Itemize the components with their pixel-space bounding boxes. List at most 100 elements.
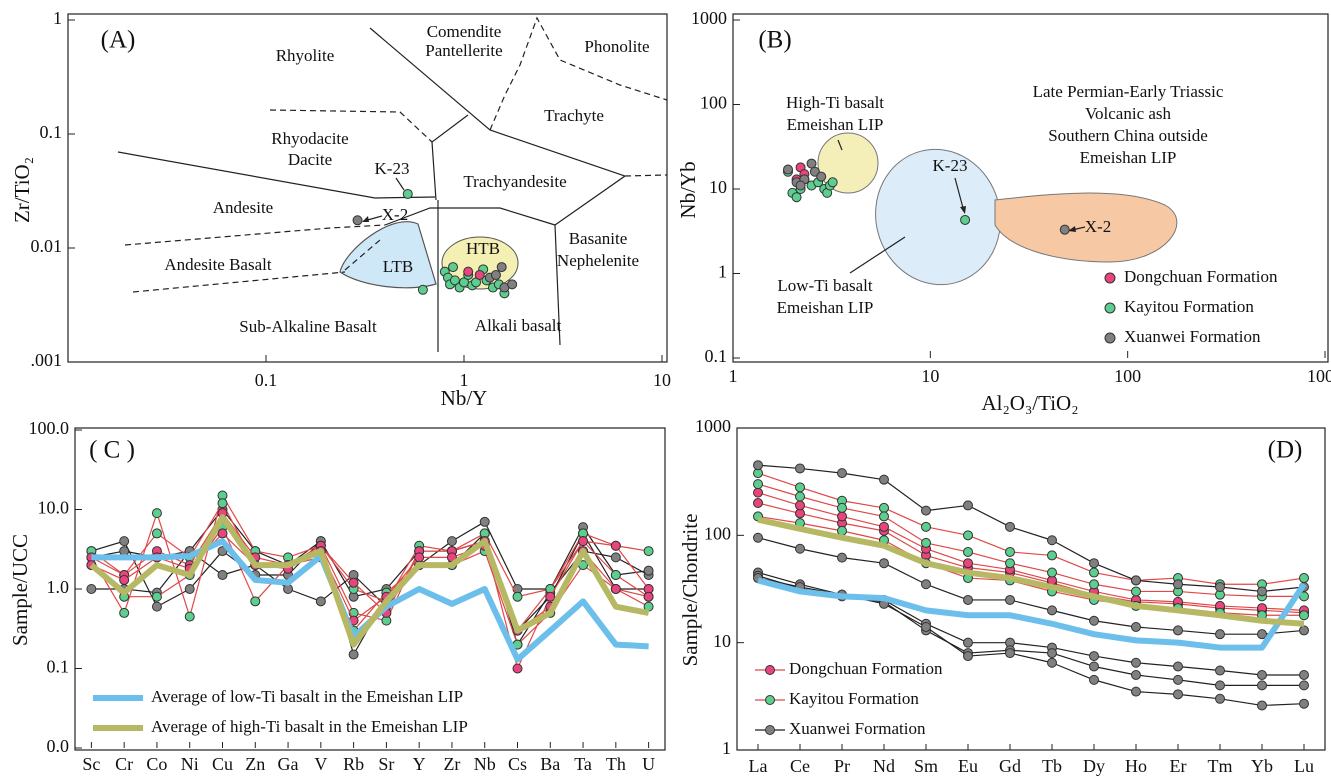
x-tick-label: Ga	[278, 754, 299, 774]
average-line	[89, 514, 650, 648]
marker	[1257, 586, 1267, 597]
x-tick-label: La	[749, 756, 768, 776]
x-tick-label: Co	[146, 754, 167, 774]
average-line	[91, 538, 649, 663]
point	[448, 262, 459, 273]
marker	[1089, 615, 1099, 626]
marker	[753, 532, 763, 543]
y-tick-label: 1	[722, 738, 731, 758]
marker	[512, 591, 523, 602]
marker	[1047, 605, 1057, 616]
plot-frame	[732, 13, 1329, 363]
marker	[1257, 629, 1267, 640]
marker	[217, 528, 228, 539]
x-tick-label: Tm	[1208, 756, 1233, 776]
x-tick-label: Nb	[474, 754, 496, 774]
x-tick-label: 100	[1114, 366, 1141, 386]
point	[827, 177, 838, 188]
marker	[1215, 629, 1225, 640]
marker	[446, 536, 457, 547]
plot-frame	[67, 13, 668, 363]
marker	[151, 591, 162, 602]
marker	[414, 552, 425, 563]
field-outlines	[817, 132, 1178, 286]
x-tick-label: 1000	[1307, 366, 1331, 386]
marker	[1257, 669, 1267, 680]
legend-marker	[765, 725, 775, 735]
marker	[151, 528, 162, 539]
annotation: HTB	[466, 239, 500, 258]
marker	[1047, 657, 1057, 668]
legend-label: Dongchuan Formation	[1124, 267, 1278, 286]
field-boundaries	[117, 16, 668, 352]
marker	[1047, 535, 1057, 546]
sample-line	[757, 492, 1305, 611]
panel-title: (B)	[758, 27, 791, 54]
point	[806, 158, 817, 169]
marker	[795, 491, 805, 502]
legend-label: Dongchuan Formation	[789, 659, 943, 678]
marker	[753, 479, 763, 490]
y-tick-label: 0.1	[705, 346, 728, 366]
marker	[1047, 550, 1057, 561]
point	[795, 180, 806, 191]
x-tick-label: Yb	[1251, 756, 1273, 776]
panel-title: ( C )	[89, 437, 135, 464]
x-tick-label: Cs	[508, 754, 527, 774]
annotation: Rhyodacite	[271, 129, 348, 148]
annotation: LTB	[383, 257, 414, 276]
marker	[879, 502, 889, 513]
x-tick-label: Zn	[245, 754, 265, 774]
annotation: X-2	[1085, 217, 1111, 236]
annotation: Comendite	[427, 22, 502, 41]
marker	[1215, 680, 1225, 691]
marker	[1215, 665, 1225, 676]
marker	[963, 530, 973, 541]
x-axis-title: Nb/Y	[441, 386, 488, 410]
sample-line	[757, 502, 1305, 614]
annotation: Dacite	[288, 150, 332, 169]
marker	[643, 565, 654, 576]
marker	[1131, 621, 1141, 632]
y-tick-label: .001	[31, 350, 63, 370]
annotation: Volcanic ash	[1085, 104, 1172, 123]
marker	[1131, 575, 1141, 586]
marker	[1173, 674, 1183, 685]
y-tick-label: 10.0	[38, 498, 70, 518]
sample-line	[91, 512, 650, 670]
marker	[1299, 698, 1309, 709]
marker	[1089, 567, 1099, 578]
y-tick-label: 1000	[695, 416, 731, 436]
annotation: Trachyandesite	[463, 172, 566, 191]
marker	[1005, 594, 1015, 605]
point	[352, 215, 363, 226]
legend-label: Xuanwei Formation	[1124, 327, 1261, 346]
x-tick-label: 1	[729, 366, 738, 386]
annotation: X-2	[382, 205, 408, 224]
marker	[643, 546, 654, 557]
x-tick-label: V	[314, 754, 327, 774]
marker	[348, 649, 359, 660]
x-tick-label: Lu	[1294, 756, 1314, 776]
legend-label: Kayitou Formation	[789, 689, 919, 708]
marker	[963, 651, 973, 662]
x-tick-label: Dy	[1083, 756, 1105, 776]
x-tick-label: Ce	[790, 756, 810, 776]
marker	[283, 584, 294, 594]
point	[496, 262, 507, 273]
x-tick-label: Eu	[958, 756, 978, 776]
y-tick-label: 10	[709, 177, 727, 197]
y-tick-label: 1000	[691, 8, 727, 28]
marker	[545, 591, 556, 602]
marker	[184, 584, 195, 594]
annotation: High-Ti basalt	[786, 93, 884, 112]
annotation: K-23	[933, 156, 968, 175]
marker	[578, 536, 589, 547]
marker	[879, 511, 889, 522]
marker	[837, 552, 847, 563]
marker	[1005, 546, 1015, 557]
marker	[1299, 680, 1309, 691]
legend-label: Kayitou Formation	[1124, 297, 1254, 316]
x-tick-label: U	[642, 754, 655, 774]
